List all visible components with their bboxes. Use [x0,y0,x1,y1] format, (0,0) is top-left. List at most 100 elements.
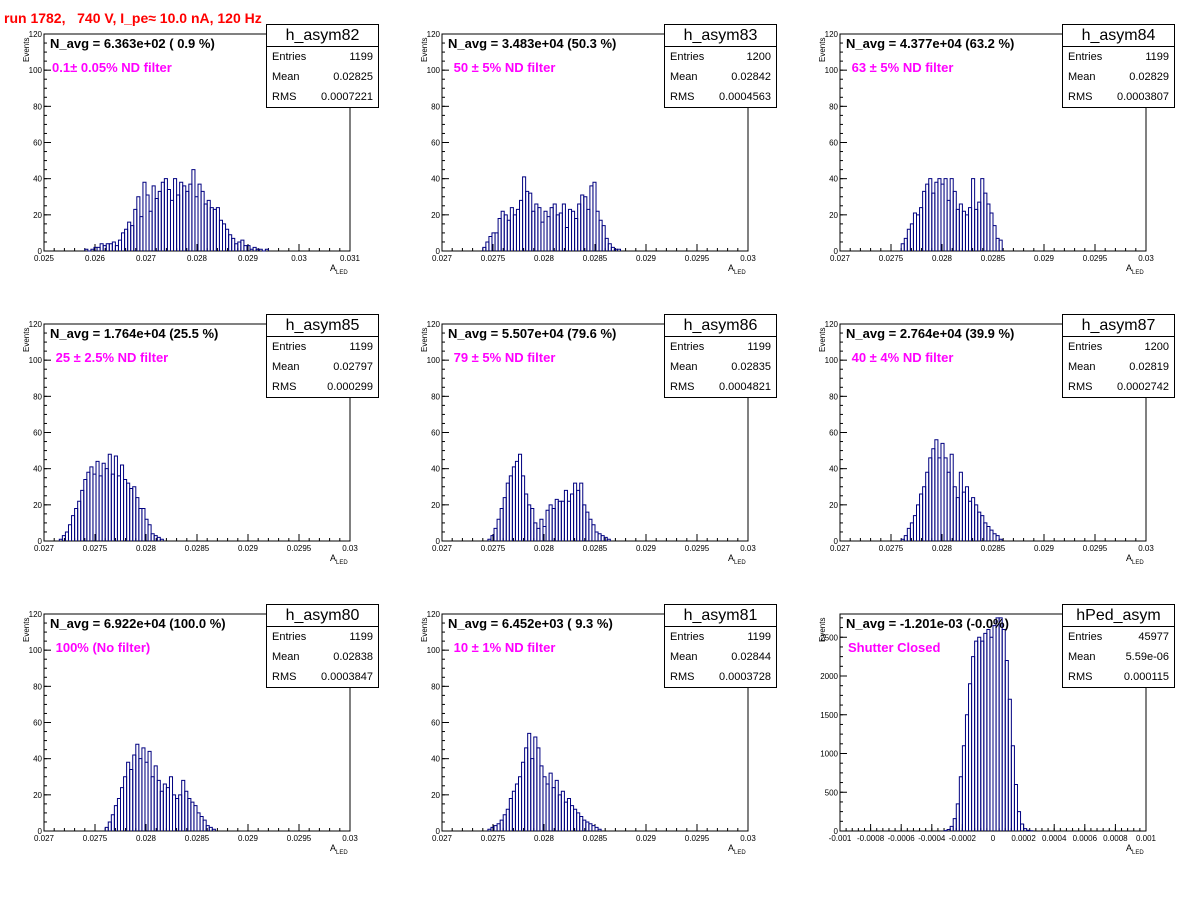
n-avg-label: N_avg = 2.764e+04 (39.9 %) [846,326,1014,341]
stats-value-rms: 0.0003847 [321,667,373,687]
x-tick-label: 0.0275 [481,834,506,843]
stats-label-mean: Mean [670,647,698,667]
stats-label-entries: Entries [272,627,306,647]
y-axis-label: Events [22,618,31,642]
y-tick-label: 60 [431,139,440,148]
x-tick-label: 0.027 [34,544,55,553]
x-tick-label: -0.0004 [918,834,946,843]
filter-note: 50 ± 5% ND filter [450,60,555,75]
y-tick-label: 60 [829,429,838,438]
x-tick-label: 0.0002 [1011,834,1036,843]
stats-value-mean: 0.02829 [1129,67,1169,87]
x-tick-label: 0.028 [534,834,555,843]
histogram-name: h_asym86 [665,315,776,337]
histogram-name: h_asym80 [267,605,378,627]
x-tick-label: 0.028 [187,254,208,263]
x-tick-label: 0.029 [238,544,259,553]
histogram-name: h_asym85 [267,315,378,337]
stats-value-entries: 1199 [747,627,771,647]
stats-value-entries: 1200 [747,47,771,67]
x-tick-label: -0.001 [829,834,852,843]
stats-value-rms: 0.0004821 [719,377,771,397]
stats-label-mean: Mean [1068,357,1096,377]
filter-note: 79 ± 5% ND filter [450,350,555,365]
stats-label-rms: RMS [1068,667,1092,687]
stats-value-mean: 0.02835 [731,357,771,377]
y-tick-label: 20 [33,501,42,510]
x-tick-label: 0.028 [136,544,157,553]
x-axis-label: ALED [1126,263,1144,276]
y-tick-label: 100 [825,66,839,75]
stats-value-rms: 0.0003728 [719,667,771,687]
y-tick-label: 80 [431,682,440,691]
y-tick-label: 40 [33,175,42,184]
stats-label-entries: Entries [670,47,704,67]
x-tick-label: 0.028 [932,254,953,263]
y-axis-label: Events [420,328,429,352]
filter-note: 10 ± 1% ND filter [450,640,555,655]
stats-label-entries: Entries [272,47,306,67]
x-axis-label: ALED [330,843,348,856]
x-axis-label: ALED [330,263,348,276]
stats-label-mean: Mean [670,357,698,377]
histogram-name: h_asym81 [665,605,776,627]
x-tick-label: 0.0275 [481,254,506,263]
x-tick-label: 0.0275 [879,254,904,263]
x-tick-label: 0.028 [534,254,555,263]
x-tick-label: 0.027 [136,254,157,263]
x-tick-label: 0.027 [432,254,453,263]
stats-label-entries: Entries [272,337,306,357]
x-tick-label: 0.0295 [287,834,312,843]
y-tick-label: 20 [431,501,440,510]
x-tick-label: 0.029 [238,254,259,263]
x-tick-label: 0.028 [932,544,953,553]
stats-label-rms: RMS [272,87,296,107]
x-axis-label-sub: LED [1132,270,1144,276]
n-avg-label: N_avg = 1.764e+04 (25.5 %) [50,326,218,341]
x-tick-label: 0.0285 [583,544,608,553]
x-tick-label: 0.0295 [685,254,710,263]
histogram-name: h_asym83 [665,25,776,47]
x-tick-label: 0.028 [136,834,157,843]
y-tick-label: 40 [829,465,838,474]
x-axis-label-sub: LED [336,560,348,566]
histogram-name: hPed_asym [1063,605,1174,627]
x-tick-label: 0.0285 [185,544,210,553]
stats-row-rms: RMS 0.0003847 [267,667,378,687]
y-tick-label: 20 [431,211,440,220]
x-tick-label: 0.03 [740,834,756,843]
y-tick-label: 40 [33,465,42,474]
x-tick-label: 0.029 [636,544,657,553]
stats-label-rms: RMS [272,377,296,397]
stats-label-rms: RMS [272,667,296,687]
stats-label-entries: Entries [670,337,704,357]
y-tick-label: 100 [29,356,43,365]
y-tick-label: 60 [431,719,440,728]
y-tick-label: 2000 [820,672,838,681]
x-tick-label: 0.029 [1034,544,1055,553]
histogram-name: h_asym82 [267,25,378,47]
x-tick-label: 0.0285 [583,834,608,843]
x-axis-label: ALED [330,553,348,566]
x-tick-label: 0.0285 [583,254,608,263]
x-tick-label: 0.03 [1138,544,1154,553]
stats-value-rms: 0.0002742 [1117,377,1169,397]
stats-label-mean: Mean [272,67,300,87]
stats-value-entries: 1199 [1145,47,1169,67]
y-tick-label: 40 [431,755,440,764]
